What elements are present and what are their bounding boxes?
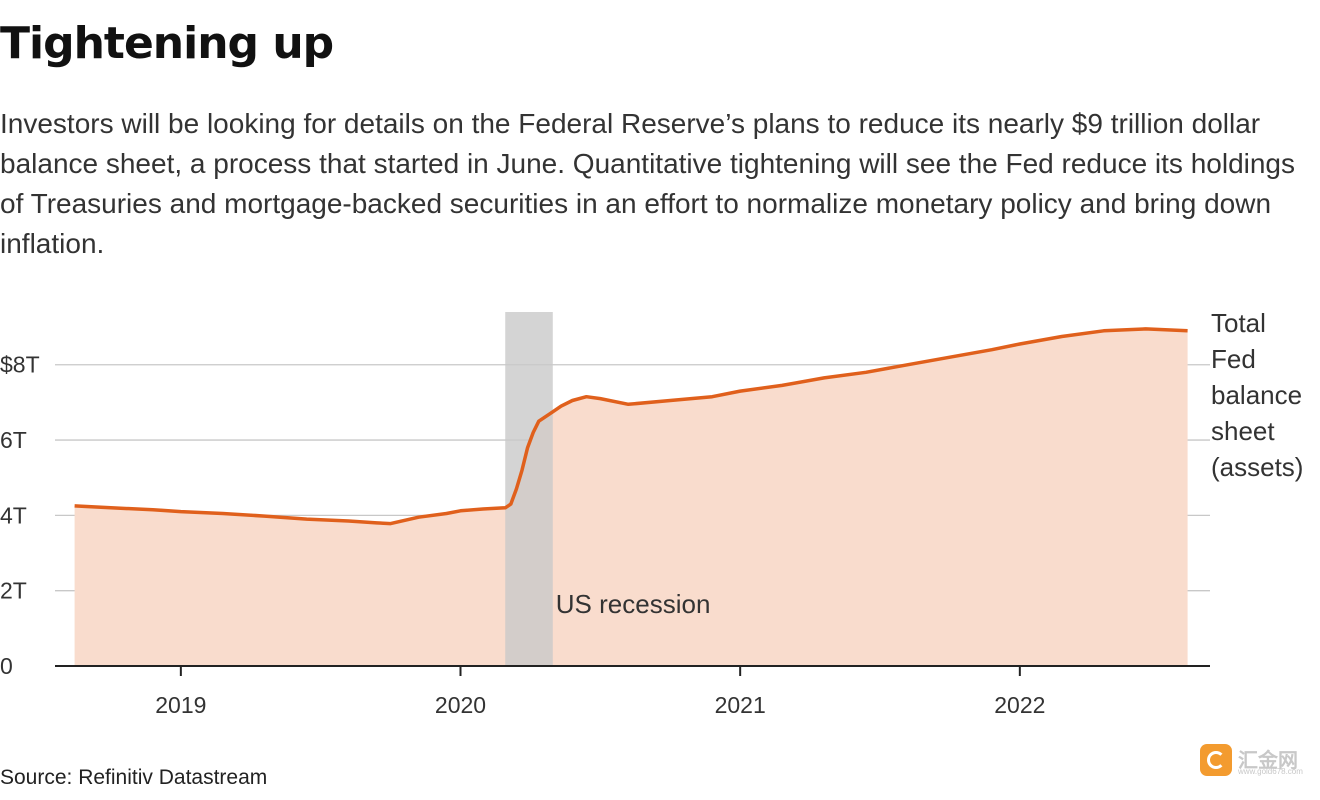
logo-brand: 汇金网 [1238, 748, 1298, 772]
chart-title: Tightening up [0, 18, 334, 69]
series-label-line: Fed [1211, 344, 1256, 374]
x-tick-label: 2021 [715, 692, 766, 718]
balance-sheet-area [74, 328, 1188, 666]
balance-sheet-chart: 0 2T 4T 6T $8T 2019 2020 2021 2022 US recession… [0, 308, 1303, 718]
y-axis: 0 2T 4T 6T $8T [0, 352, 40, 679]
y-tick-label: $8T [0, 352, 40, 378]
series-label-line: sheet [1211, 416, 1275, 446]
logo-icon [1200, 744, 1232, 776]
y-tick-label: 0 [0, 653, 13, 679]
balance-sheet-line [74, 327, 1188, 526]
x-tick-label: 2019 [155, 692, 206, 718]
recession-band [505, 312, 553, 666]
logo-url: www.gold678.com [1238, 767, 1303, 776]
series-label-line: balance [1211, 380, 1302, 410]
series-label: Total Fed balance sheet (assets) [1211, 308, 1303, 482]
y-tick-label: 4T [0, 502, 27, 528]
series-label-line: Total [1211, 308, 1266, 338]
y-tick-label: 6T [0, 427, 27, 453]
recession-label: US recession [556, 589, 711, 619]
series-label-line: (assets) [1211, 452, 1303, 482]
y-tick-label: 2T [0, 578, 27, 604]
chart-subtitle: Investors will be looking for details on… [0, 108, 1295, 259]
x-tick-label: 2022 [994, 692, 1045, 718]
watermark-logo: 汇金网 www.gold678.com [1200, 744, 1308, 778]
source-note: Source: Refinitiv Datastream [0, 766, 268, 789]
x-axis: 2019 2020 2021 2022 [155, 666, 1045, 718]
x-tick-label: 2020 [435, 692, 486, 718]
